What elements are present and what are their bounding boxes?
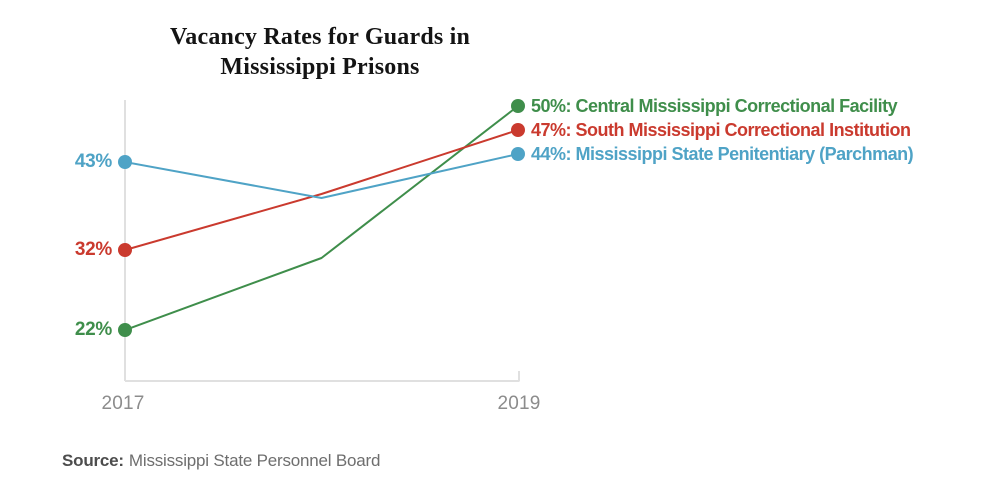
series-line-2 [124,153,519,199]
chart-title-line-1: Vacancy Rates for Guards in [169,24,471,50]
source-note: Source: Mississippi State Personnel Board [62,451,380,471]
chart-title-line-2: Mississippi Prisons [220,54,420,80]
series-start-value-label-south: 32% [74,239,112,260]
series-start-value-label-parchman: 43% [74,151,112,172]
source-label: Source: [62,451,124,470]
x-axis-tick-label-2019: 2019 [497,393,541,414]
series-line-0 [124,105,519,331]
data-point-end-2 [511,147,525,161]
chart-title: Vacancy Rates for Guards in Mississippi … [0,22,640,82]
x-axis-tick-label-2017: 2017 [101,393,145,414]
legend-label-parchman: 44%: Mississippi State Penitentiary (Par… [531,144,914,164]
data-point-end-0 [511,99,525,113]
legend-label-central: 50%: Central Mississippi Correctional Fa… [531,96,898,116]
data-point-start-1 [118,243,132,257]
data-point-end-1 [511,123,525,137]
source-text: Mississippi State Personnel Board [128,451,381,470]
legend-label-south: 47%: South Mississippi Correctional Inst… [531,120,911,140]
series-line-1 [124,129,519,251]
data-point-start-2 [118,155,132,169]
data-point-start-0 [118,323,132,337]
series-start-value-label-central: 22% [74,319,112,340]
